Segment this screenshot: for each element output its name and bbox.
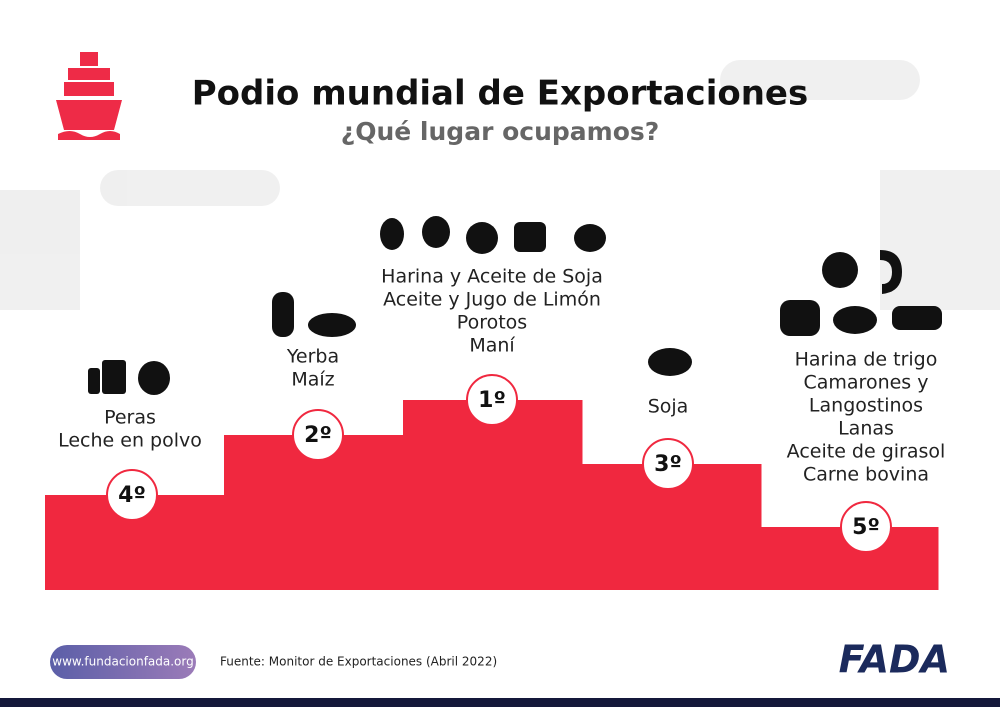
podium-step bbox=[224, 435, 404, 590]
rank-label: 5º bbox=[852, 515, 880, 540]
rank-label: 2º bbox=[304, 423, 332, 448]
product-label: Maní bbox=[469, 335, 515, 357]
source: Fuente: Monitor de Exportaciones (Abril … bbox=[220, 655, 497, 669]
decor-stripes bbox=[0, 60, 1000, 310]
product-label: Leche en polvo bbox=[58, 430, 202, 452]
product-label: Aceite y Jugo de Limón bbox=[383, 289, 601, 311]
rank-badge bbox=[292, 409, 344, 461]
website-pill bbox=[50, 645, 196, 679]
product-label: Lanas bbox=[838, 418, 894, 440]
product-label: Langostinos bbox=[809, 395, 923, 417]
product-label: Maíz bbox=[291, 369, 334, 391]
rank-badge bbox=[642, 438, 694, 490]
product-label: Porotos bbox=[457, 312, 527, 334]
logo: FADA bbox=[839, 638, 950, 682]
rank-label: 1º bbox=[478, 388, 506, 413]
product-label: Camarones y bbox=[804, 372, 929, 394]
podium-step bbox=[403, 400, 583, 590]
bottom-bar bbox=[0, 698, 1000, 707]
website: www.fundacionfada.org bbox=[52, 655, 194, 669]
product-label: Peras bbox=[104, 407, 156, 429]
rank-label: 3º bbox=[654, 452, 682, 477]
title: Podio mundial de Exportaciones bbox=[192, 74, 808, 114]
rank-badge bbox=[840, 501, 892, 553]
ship-icon bbox=[56, 52, 122, 140]
product-label: Harina y Aceite de Soja bbox=[381, 266, 603, 288]
rank-badge bbox=[466, 374, 518, 426]
subtitle: ¿Qué lugar ocupamos? bbox=[341, 117, 660, 146]
product-label: Aceite de girasol bbox=[787, 441, 946, 463]
product-label: Harina de trigo bbox=[795, 349, 938, 371]
rank-badge bbox=[106, 469, 158, 521]
rank-label: 4º bbox=[118, 483, 146, 508]
product-label: Soja bbox=[648, 396, 689, 418]
product-label: Carne bovina bbox=[803, 464, 929, 486]
product-label: Yerba bbox=[286, 346, 339, 368]
product-icons bbox=[88, 216, 942, 395]
